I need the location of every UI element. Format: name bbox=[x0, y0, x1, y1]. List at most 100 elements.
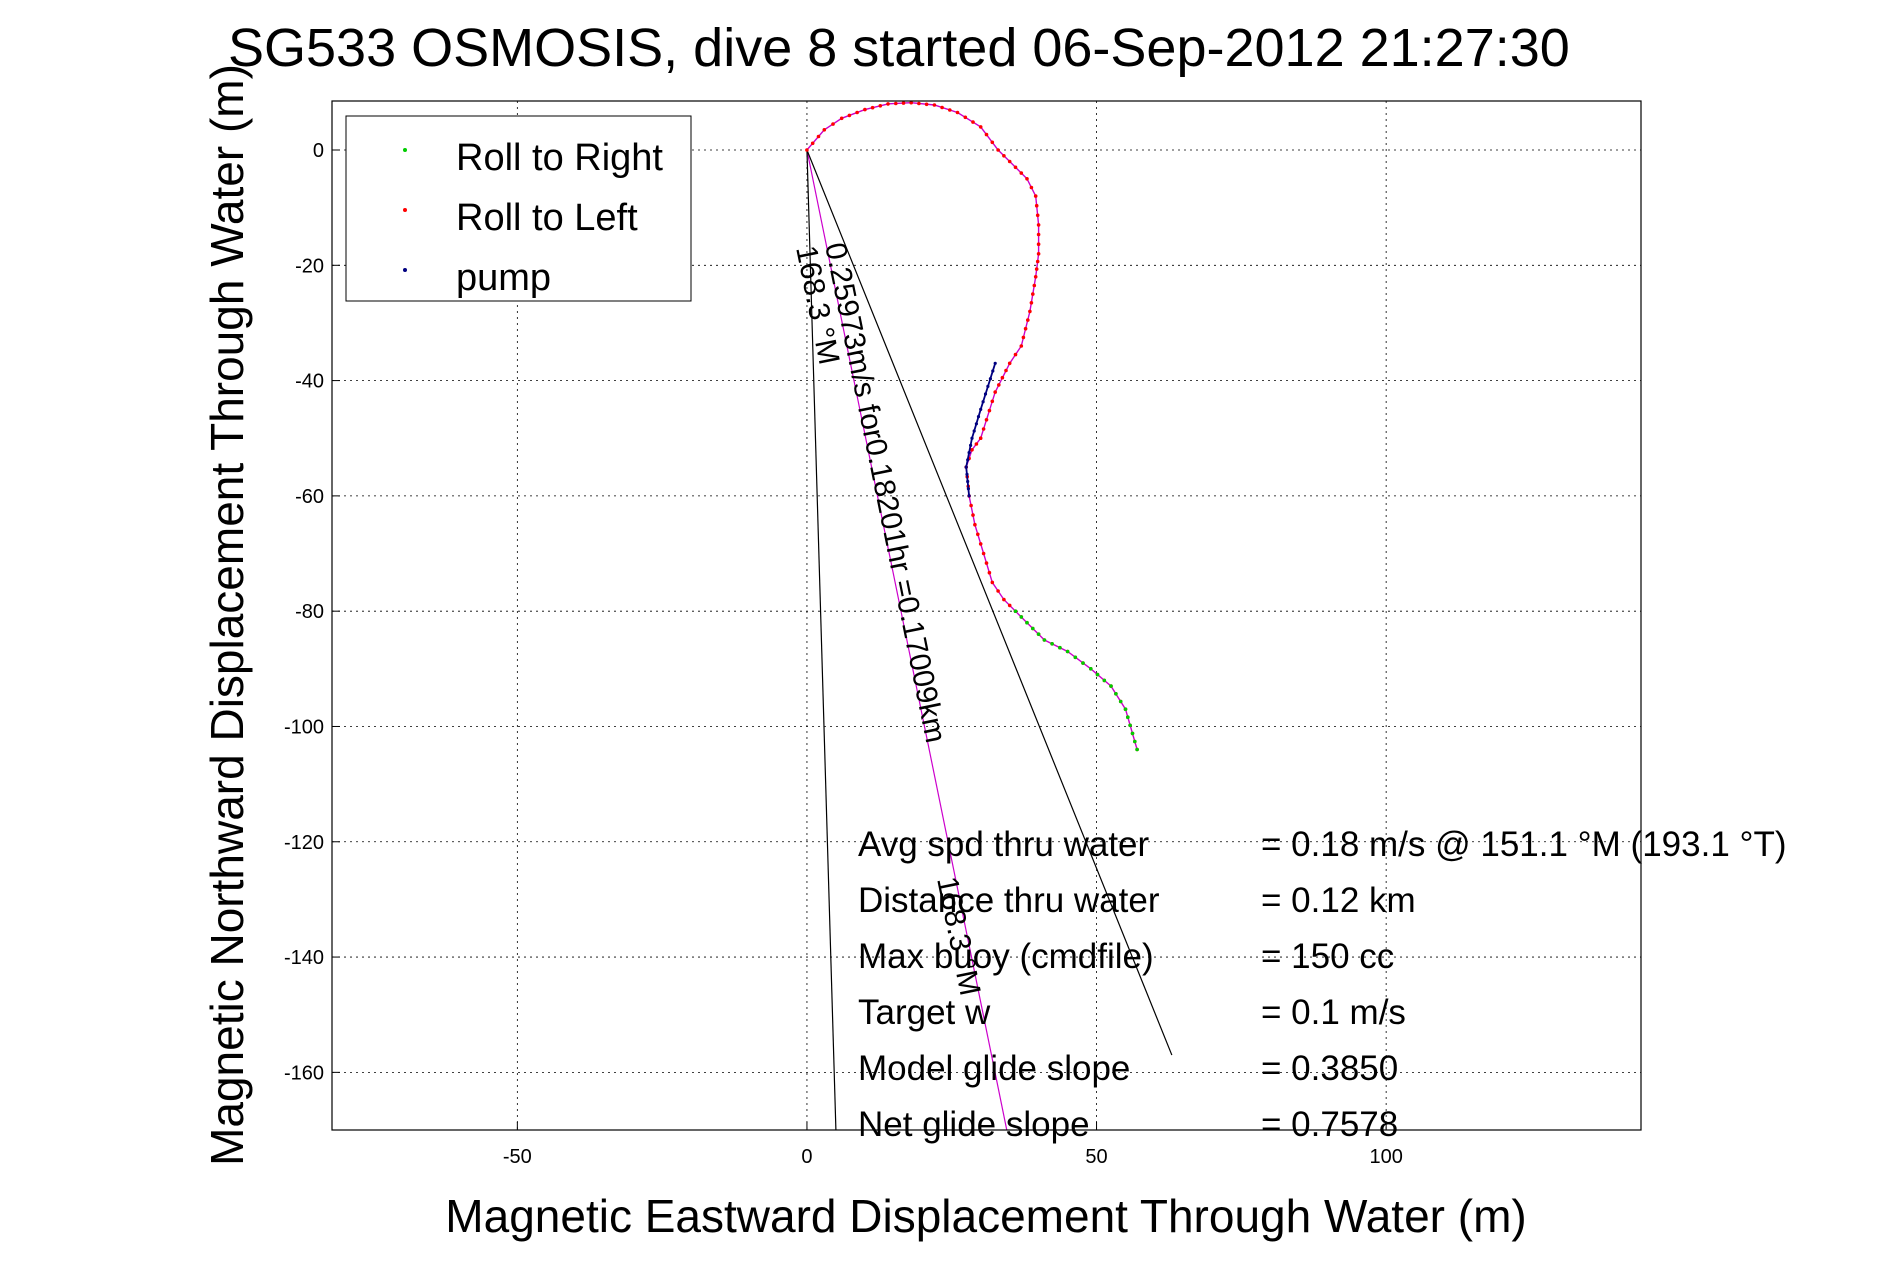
roll-left-point bbox=[1000, 375, 1005, 380]
roll-right-point bbox=[1036, 632, 1041, 636]
roll-left-point bbox=[932, 103, 937, 107]
roll-left-point bbox=[990, 140, 995, 145]
roll-left-point bbox=[805, 148, 809, 152]
y-tick-label: -80 bbox=[295, 601, 324, 623]
plot-frame bbox=[331, 100, 1642, 1131]
roll-right-point bbox=[1128, 723, 1132, 728]
y-tick-label: -120 bbox=[284, 832, 324, 854]
roll-right-point bbox=[1081, 661, 1085, 665]
roll-left-point bbox=[984, 561, 989, 565]
roll-right-point bbox=[1042, 638, 1047, 642]
roll-left-point bbox=[894, 101, 898, 106]
roll-right-point bbox=[1058, 645, 1062, 650]
track-series bbox=[805, 101, 1139, 752]
roll-left-point bbox=[1035, 213, 1040, 218]
y-tick-label: -60 bbox=[295, 486, 324, 508]
roll-left-point bbox=[1013, 352, 1018, 357]
pump-segment bbox=[965, 363, 997, 496]
roll-right-point bbox=[1130, 731, 1135, 736]
roll-left-point bbox=[970, 448, 974, 452]
roll-left-point bbox=[847, 113, 852, 118]
roll-left-point bbox=[1036, 242, 1041, 246]
roll-left-point bbox=[1029, 185, 1034, 190]
roll-left-point bbox=[1028, 309, 1032, 314]
legend-marker bbox=[403, 268, 407, 272]
roll-left-point bbox=[1007, 361, 1012, 366]
pump-point bbox=[988, 377, 993, 381]
x-tick-labels: -50 0 50 100 bbox=[503, 1146, 1403, 1168]
roll-left-point bbox=[831, 122, 835, 126]
roll-left-point bbox=[1026, 318, 1030, 322]
pump-point bbox=[976, 415, 981, 419]
legend-label: Roll to Right bbox=[456, 137, 663, 179]
roll-left-point bbox=[924, 102, 929, 107]
roll-left-point bbox=[1036, 223, 1041, 227]
stat-value: = 0.7578 bbox=[1261, 1105, 1398, 1144]
roll-left-point bbox=[940, 105, 944, 110]
roll-right-point bbox=[1114, 692, 1118, 696]
roll-left-point bbox=[878, 104, 883, 108]
stat-value: = 0.18 m/s @ 151.1 °M (193.1 °T) bbox=[1261, 825, 1787, 864]
roll-left-point bbox=[822, 128, 827, 132]
pump-point bbox=[979, 407, 983, 411]
roll-left-point bbox=[955, 110, 960, 115]
pump-point bbox=[966, 487, 971, 491]
roll-left-point bbox=[839, 116, 844, 121]
stat-label: Target w bbox=[858, 993, 991, 1032]
roll-left-point bbox=[886, 102, 890, 106]
roll-left-point bbox=[963, 115, 968, 120]
roll-left-point bbox=[997, 383, 1001, 387]
stat-value: = 0.12 km bbox=[1261, 881, 1416, 920]
stat-label: Max buoy (cmdfile) bbox=[858, 937, 1154, 976]
roll-left-point bbox=[976, 532, 980, 537]
legend-marker bbox=[403, 208, 407, 212]
heading-lines bbox=[806, 149, 1173, 1130]
pump-point bbox=[972, 429, 976, 433]
roll-right-point bbox=[1102, 678, 1107, 683]
y-tick-label: -160 bbox=[284, 1062, 324, 1084]
roll-left-point bbox=[1013, 165, 1018, 170]
heading-line bbox=[806, 149, 1173, 1056]
roll-left-point bbox=[1033, 275, 1038, 279]
roll-right-point bbox=[1065, 649, 1070, 654]
pump-point bbox=[966, 458, 970, 462]
y-tick-label: -40 bbox=[295, 371, 324, 393]
roll-left-point bbox=[1007, 603, 1012, 608]
heading-line-label: 0.25973m/s for0.18201hr =0.17009km bbox=[818, 240, 952, 746]
stat-label: Avg spd thru water bbox=[858, 825, 1150, 864]
roll-right-point bbox=[1089, 667, 1093, 671]
roll-left-point bbox=[1007, 159, 1012, 164]
legend-label: pump bbox=[456, 257, 551, 299]
roll-left-point bbox=[863, 107, 867, 112]
roll-right-point bbox=[1133, 739, 1137, 744]
x-tick-label: 100 bbox=[1369, 1146, 1402, 1168]
roll-right-point bbox=[1031, 626, 1035, 631]
roll-right-point bbox=[1126, 715, 1130, 719]
stat-label: Model glide slope bbox=[858, 1049, 1130, 1088]
pump-point bbox=[970, 436, 974, 440]
roll-left-point bbox=[990, 580, 995, 585]
stat-label: Distance thru water bbox=[858, 881, 1160, 920]
roll-left-point bbox=[1032, 283, 1037, 288]
roll-left-point bbox=[816, 134, 821, 139]
roll-right-point bbox=[1095, 672, 1100, 677]
roll-left-point bbox=[1023, 326, 1028, 331]
roll-left-point bbox=[1031, 292, 1035, 296]
roll-left-point bbox=[1034, 203, 1039, 208]
roll-left-point bbox=[1035, 259, 1040, 264]
roll-left-point bbox=[984, 418, 989, 422]
roll-right-point bbox=[1019, 615, 1024, 619]
stat-value: = 0.1 m/s bbox=[1261, 993, 1406, 1032]
roll-left-point bbox=[978, 125, 983, 129]
roll-right-point bbox=[1013, 609, 1018, 613]
roll-right-point bbox=[1109, 684, 1113, 688]
roll-left-point bbox=[969, 503, 973, 508]
roll-left-point bbox=[917, 101, 921, 106]
roll-left-point bbox=[1019, 344, 1024, 348]
pump-point bbox=[981, 400, 985, 404]
roll-left-point bbox=[974, 442, 979, 446]
roll-left-point bbox=[1034, 267, 1039, 271]
roll-left-point bbox=[1025, 177, 1029, 181]
roll-left-point bbox=[1019, 171, 1024, 175]
pump-point bbox=[969, 443, 973, 447]
